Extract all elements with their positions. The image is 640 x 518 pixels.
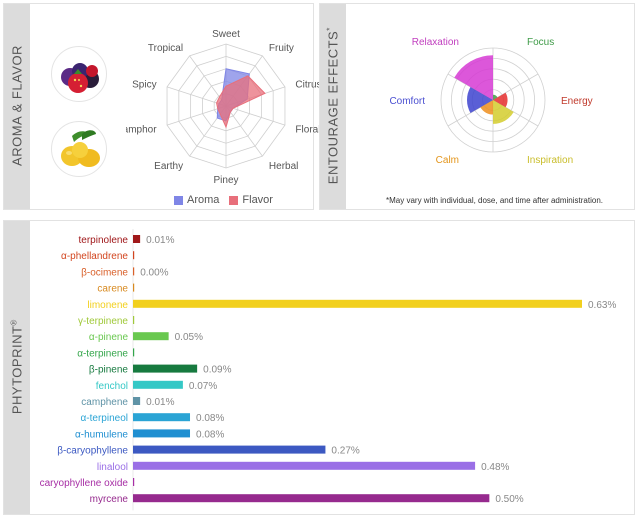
legend-label-flavor: Flavor — [242, 194, 273, 206]
bar-limonene — [133, 299, 582, 308]
radar-spoke — [225, 105, 286, 126]
bar-value-pinene: 0.09% — [203, 365, 231, 376]
radar-axis-label-citrusy: Citrusy — [295, 79, 326, 90]
bar-carene — [133, 283, 135, 292]
legend-item-aroma: Aroma — [174, 194, 219, 206]
radar-axis-label-piney: Piney — [213, 175, 238, 186]
radar-axis-label-spicy: Spicy — [132, 79, 156, 90]
aroma-flavor-radar-chart: Sweet Fruity Citrusy Floral Herbal Piney Earth… — [126, 29, 326, 186]
polar-wedge-inspiration — [493, 100, 514, 124]
bar-value-myrcene: 0.50% — [495, 494, 523, 505]
bar-caryophyllene — [133, 445, 326, 454]
bar-label-terpineol: α-terpineol — [81, 413, 128, 424]
bar-label-terpinene: α-terpinene — [77, 348, 128, 359]
legend-item-flavor: Flavor — [229, 194, 273, 206]
bar-value-caryophyllene: 0.27% — [331, 446, 359, 457]
bar-value-humulene: 0.08% — [196, 429, 224, 440]
bar-label-myrcene: myrcene — [90, 494, 129, 505]
phytoprint-title-mark: ® — [9, 319, 19, 326]
berries-image — [51, 46, 107, 102]
aroma-flavor-legend: Aroma Flavor — [174, 194, 273, 206]
aroma-flavor-panel: AROMA & FLAVOR Sweet Fruity Citrusy Floral H… — [3, 3, 326, 210]
entourage-side-label: ENTOURAGE EFFECTS* — [320, 4, 346, 209]
radar-spoke — [225, 105, 263, 157]
polar-label-energy: Energy — [561, 96, 593, 107]
bar-linalool — [133, 461, 476, 470]
bar-value-linalool: 0.48% — [481, 462, 509, 473]
legend-label-aroma: Aroma — [187, 194, 220, 206]
bar-value-limonene: 0.63% — [588, 300, 616, 311]
bar-terpinene — [133, 348, 135, 357]
polar-wedge-focus — [493, 94, 498, 100]
phytoprint-title: PHYTOPRINT® — [9, 292, 24, 442]
bar-label-pinene: α-pinene — [89, 332, 129, 343]
bar-label-caryophyllene-oxide: caryophyllene oxide — [40, 478, 129, 489]
radar-axis-label-earthy: Earthy — [154, 161, 183, 172]
lemons-image — [51, 121, 107, 177]
bar-value-pinene: 0.05% — [175, 332, 203, 343]
radar-axis-label-sweet: Sweet — [212, 29, 240, 40]
phytoprint-title-text: PHYTOPRINT — [9, 325, 25, 415]
bar-value-camphene: 0.01% — [146, 397, 174, 408]
radar-spoke — [166, 105, 227, 126]
radar-series-flavor — [216, 75, 266, 129]
radar-axis-label-herbal: Herbal — [269, 161, 298, 172]
bar-terpineol — [133, 413, 191, 422]
bar-label-phellandrene: α-phellandrene — [61, 251, 128, 262]
bar-value-ocimene: 0.00% — [140, 267, 168, 278]
radar-axis-label-tropical: Tropical — [148, 43, 183, 54]
bar-label-fenchol: fenchol — [96, 381, 128, 392]
entourage-title-text: ENTOURAGE EFFECTS — [325, 30, 341, 185]
bar-value-terpineol: 0.08% — [196, 413, 224, 424]
polar-wedge-relaxation — [454, 55, 493, 100]
phytoprint-panel: PHYTOPRINT® terpinolene 0.01% α-phellandre… — [3, 220, 635, 515]
bar-label-limonene: limonene — [87, 300, 128, 311]
polar-label-calm: Calm — [436, 155, 459, 166]
entourage-title: ENTOURAGE EFFECTS* — [325, 21, 340, 191]
entourage-polar-chart: Focus Energy Inspiration Calm Comfort Relaxat… — [389, 37, 593, 166]
radar-axis-label-floral: Floral — [295, 125, 320, 136]
bar-label-carene: carene — [97, 284, 128, 295]
bar-label-humulene: α-humulene — [75, 429, 128, 440]
bar-value-fenchol: 0.07% — [189, 381, 217, 392]
bar-label-ocimene: β-ocimene — [81, 267, 128, 278]
polar-label-comfort: Comfort — [389, 96, 425, 107]
bar-caryophyllene-oxide — [133, 478, 135, 486]
polar-label-inspiration: Inspiration — [527, 155, 573, 166]
polar-wedge-comfort — [467, 87, 493, 113]
bar-terpinene — [133, 316, 135, 324]
bar-label-camphene: camphene — [81, 397, 128, 408]
radar-axis-label-fruity: Fruity — [269, 43, 294, 54]
bar-terpinolene — [133, 235, 141, 243]
phytoprint-side-label: PHYTOPRINT® — [4, 221, 30, 514]
entourage-effects-panel: ENTOURAGE EFFECTS* Focus Energy Inspiratio… — [319, 3, 635, 210]
bar-pinene — [133, 364, 198, 373]
bar-label-terpinene: γ-terpinene — [78, 316, 128, 327]
polar-label-relaxation: Relaxation — [412, 37, 459, 48]
bar-humulene — [133, 429, 191, 438]
bar-pinene — [133, 332, 169, 341]
bar-label-pinene: β-pinene — [89, 365, 129, 376]
aroma-flavor-side-label: AROMA & FLAVOR — [4, 4, 30, 209]
polar-spoke — [492, 73, 539, 101]
aroma-flavor-title: AROMA & FLAVOR — [9, 45, 25, 166]
entourage-title-mark: * — [325, 27, 335, 31]
bar-myrcene — [133, 494, 490, 503]
bar-phellandrene — [133, 251, 135, 260]
bar-value-terpinolene: 0.01% — [146, 235, 174, 246]
legend-swatch-aroma — [174, 195, 183, 205]
legend-swatch-flavor — [229, 195, 239, 205]
bar-ocimene — [133, 267, 135, 276]
polar-wedge-calm — [480, 100, 493, 115]
polar-wedge-energy — [493, 92, 508, 108]
bar-label-caryophyllene: β-caryophyllene — [57, 446, 128, 457]
bar-fenchol — [133, 380, 183, 389]
radar-axis-label-camphor: Camphor — [126, 125, 157, 136]
entourage-note: *May vary with individual, dose, and tim… — [386, 196, 603, 205]
polar-label-focus: Focus — [527, 37, 554, 48]
bar-camphene — [133, 397, 141, 405]
bar-label-linalool: linalool — [97, 462, 128, 473]
bar-label-terpinolene: terpinolene — [79, 235, 129, 246]
phytoprint-bar-chart: terpinolene 0.01% α-phellandrene β-ocimene 0… — [40, 229, 616, 511]
